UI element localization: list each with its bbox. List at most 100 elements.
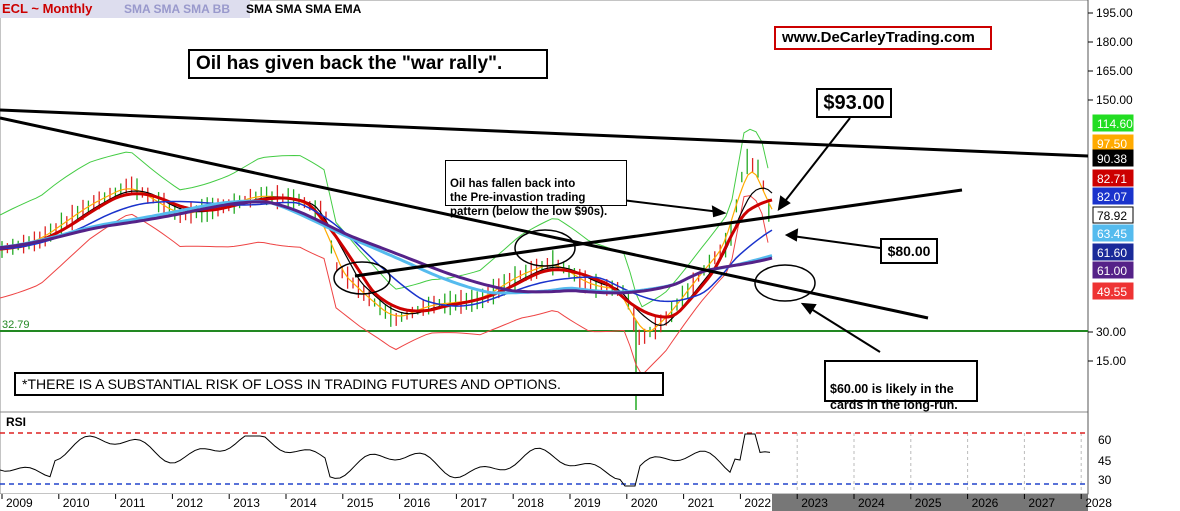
highlight-circle-2015	[333, 261, 391, 295]
x-axis-strip	[0, 494, 772, 511]
website-box: www.DeCarleyTrading.com	[774, 26, 992, 50]
price-tag	[1092, 206, 1134, 224]
price-tag-label: 61.60	[1097, 246, 1127, 260]
price-93-text: $93.00	[823, 92, 885, 114]
header-bar	[0, 0, 250, 18]
pre-invasion-box: Oil has fallen back into the Pre-invasti…	[445, 160, 627, 218]
rsi-tick-label: 30	[1098, 473, 1112, 487]
x-tick-label: 2009	[6, 496, 33, 510]
x-tick-label: 2014	[290, 496, 317, 510]
x-tick-label: 2028	[1085, 496, 1112, 510]
ma-purple	[0, 200, 773, 295]
price-tag-label: 61.00	[1097, 264, 1127, 278]
moving-averages	[0, 171, 773, 332]
arrow-80	[791, 235, 881, 249]
x-tick-label: 2017	[460, 496, 487, 510]
x-tick-label: 2026	[972, 496, 999, 510]
price-tag-label: 49.55	[1097, 285, 1127, 299]
price-tag-label: 82.07	[1097, 190, 1127, 204]
price-tag	[1092, 243, 1134, 261]
x-tick-label: 2012	[176, 496, 203, 510]
price-tag-label: 114.60	[1097, 117, 1133, 131]
arrow-head-93	[777, 195, 791, 211]
y-tick-label: 30.00	[1096, 325, 1126, 339]
price-93-box: $93.00	[816, 88, 892, 118]
price-tag	[1092, 261, 1134, 279]
trendline-descending	[0, 116, 929, 320]
lower-band	[0, 195, 769, 376]
highlight-circle-2022	[754, 264, 816, 302]
x-tick-label: 2020	[631, 496, 658, 510]
ma-red	[0, 192, 773, 319]
forecast-60-box: $60.00 is likely in the cards in the lon…	[824, 360, 978, 412]
x-tick-label: 2024	[858, 496, 885, 510]
x-tick-label: 2016	[404, 496, 431, 510]
highlight-circle-2018	[514, 229, 576, 267]
upper-band	[0, 128, 769, 308]
disclaimer-text: *THERE IS A SUBSTANTIAL RISK OF LOSS IN …	[22, 376, 561, 392]
x-tick-label: 2018	[517, 496, 544, 510]
x-tick-label: 2027	[1028, 496, 1055, 510]
price-tag	[1092, 282, 1134, 300]
x-tick-label: 2023	[801, 496, 828, 510]
disclaimer-box: *THERE IS A SUBSTANTIAL RISK OF LOSS IN …	[14, 372, 664, 396]
price-tag	[1092, 224, 1134, 242]
price-tag	[1092, 149, 1134, 167]
indicators-bold[interactable]: SMA SMA SMA EMA	[246, 2, 362, 16]
price-tag-label: 63.45	[1097, 227, 1127, 241]
rsi-tick-label: 60	[1098, 433, 1112, 447]
price-80-text: $80.00	[887, 243, 931, 259]
headline-text: Oil has given back the "war rally".	[196, 53, 503, 74]
trendline-upper	[0, 108, 1089, 158]
arrow-head-60	[800, 302, 817, 315]
price-axis: 195.00 180.00 165.00 150.00 30.00 15.00	[1088, 6, 1133, 368]
price-tag-label: 90.38	[1097, 152, 1127, 166]
x-tick-label: 2022	[744, 496, 771, 510]
x-axis-ticks: 2009 2010 2011 2012 2013 2014 2015 2016 2017 2018…	[1, 433, 1112, 510]
price-80-box: $80.00	[880, 238, 938, 264]
x-tick-label: 2015	[347, 496, 374, 510]
indicators-dim[interactable]: SMA SMA SMA BB	[124, 2, 230, 16]
website-text: www.DeCarleyTrading.com	[782, 29, 975, 46]
y-tick-label: 150.00	[1096, 93, 1133, 107]
y-tick-label: 165.00	[1096, 64, 1133, 78]
headline-box: Oil has given back the "war rally".	[188, 49, 548, 79]
arrow-pre-invasion	[621, 199, 721, 213]
x-axis-future-strip	[772, 494, 1088, 511]
y-tick-label: 15.00	[1096, 354, 1126, 368]
rsi-label: RSI	[6, 415, 26, 429]
price-tag-label: 82.71	[1097, 172, 1127, 186]
bollinger-bands	[0, 128, 769, 376]
price-tag	[1092, 187, 1134, 205]
forecast-60-text: $60.00 is likely in the cards in the lon…	[830, 382, 958, 412]
rsi-tick-label: 45	[1098, 454, 1112, 468]
symbol-label[interactable]: ECL ~ Monthly	[2, 1, 93, 16]
price-tag	[1092, 114, 1134, 132]
x-tick-label: 2019	[574, 496, 601, 510]
rsi-axis: 60 45 30	[1098, 433, 1112, 487]
rsi-line	[0, 433, 771, 487]
support-level-label: 32.79	[2, 319, 30, 331]
x-tick-label: 2025	[915, 496, 942, 510]
annotation-arrows	[621, 117, 881, 353]
price-tag	[1092, 169, 1134, 187]
arrow-60	[807, 306, 881, 353]
rsi-panel	[0, 411, 1089, 495]
y-tick-label: 195.00	[1096, 6, 1133, 20]
price-tag-label: 97.50	[1097, 137, 1127, 151]
x-tick-label: 2021	[688, 496, 715, 510]
ma-fast	[0, 171, 773, 332]
price-tag-label: 78.92	[1097, 209, 1127, 223]
y-tick-label: 180.00	[1096, 35, 1133, 49]
ma-black	[0, 187, 773, 327]
arrow-93	[781, 117, 851, 206]
pre-invasion-text: Oil has fallen back into the Pre-invasti…	[450, 178, 608, 218]
trendline-rising	[354, 188, 963, 278]
x-tick-label: 2010	[63, 496, 90, 510]
x-tick-label: 2011	[120, 496, 146, 510]
arrow-head-80	[784, 228, 799, 242]
x-tick-label: 2013	[233, 496, 260, 510]
arrow-head-pre-invasion	[711, 205, 727, 218]
